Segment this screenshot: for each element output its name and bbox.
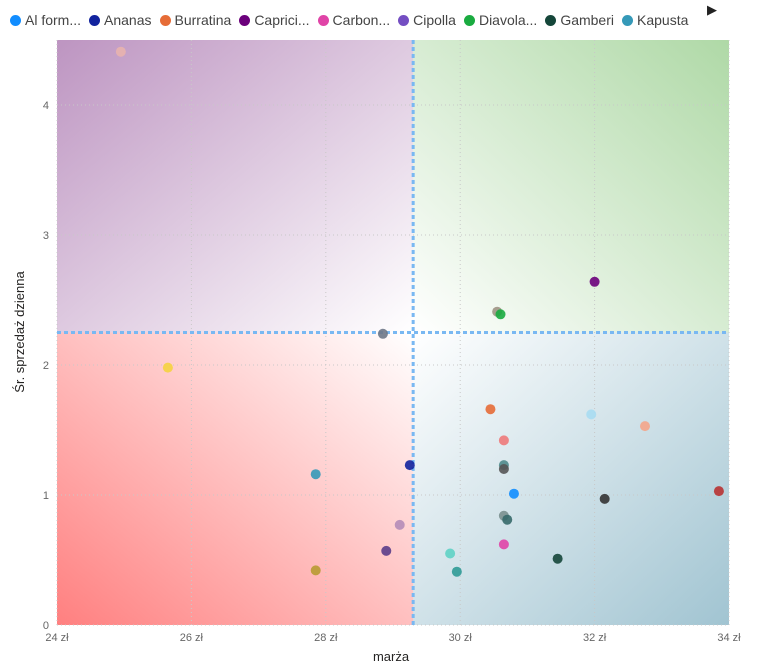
legend-item[interactable]: Al form... — [10, 12, 81, 28]
y-axis-ticks: 0 1 2 3 4 — [43, 100, 49, 632]
y-tick-label: 1 — [43, 490, 49, 502]
quadrant-backgrounds — [57, 40, 729, 625]
legend-marker — [317, 14, 329, 26]
legend-label: Gamberi — [560, 12, 614, 28]
legend-item[interactable]: Caprici... — [239, 12, 310, 28]
data-point[interactable] — [640, 421, 650, 432]
legend-label: Cipolla — [413, 12, 456, 28]
quadrant-top-right — [413, 40, 729, 333]
legend-label: Carbon... — [332, 12, 391, 28]
legend-marker — [239, 14, 251, 26]
data-point[interactable] — [451, 566, 462, 577]
data-point[interactable] — [445, 548, 456, 559]
data-point[interactable] — [502, 514, 513, 525]
legend-label: Kapusta — [637, 12, 689, 28]
quadrant-bottom-left — [57, 332, 414, 625]
legend-marker — [622, 14, 633, 26]
legend-marker — [10, 14, 21, 26]
y-axis-title: Śr. sprzedaż dzienna — [12, 271, 27, 393]
data-point[interactable] — [485, 404, 496, 415]
data-point[interactable] — [713, 486, 724, 497]
legend-item[interactable]: Carbon... — [317, 12, 391, 28]
data-point[interactable] — [310, 469, 321, 480]
legend-label: Caprici... — [254, 12, 310, 28]
quadrant-top-left — [57, 40, 414, 333]
x-tick-label: 32 zł — [583, 632, 607, 644]
legend-next-icon[interactable]: ▶ — [707, 2, 717, 17]
data-point[interactable] — [495, 309, 506, 320]
data-point[interactable] — [162, 362, 173, 373]
x-tick-label: 24 zł — [45, 632, 69, 644]
data-point[interactable] — [552, 553, 563, 564]
data-point[interactable] — [381, 545, 392, 556]
quadrant-bottom-right — [413, 332, 729, 625]
legend-label: Al form... — [25, 12, 82, 28]
legend-label: Ananas — [104, 12, 152, 28]
x-tick-label: 26 zł — [180, 632, 204, 644]
data-point[interactable] — [498, 464, 509, 474]
data-point[interactable] — [508, 488, 519, 499]
legend-item[interactable]: Diavola... — [463, 12, 538, 28]
data-point[interactable] — [498, 539, 509, 550]
legend-item[interactable]: Kapusta — [622, 12, 688, 28]
legend-marker — [159, 14, 171, 26]
data-point[interactable] — [377, 328, 388, 339]
legend-label: Diavola... — [478, 12, 538, 28]
y-tick-label: 2 — [43, 360, 49, 372]
data-point[interactable] — [498, 435, 509, 446]
legend-label: Burratina — [174, 12, 232, 28]
legend-marker — [545, 14, 557, 26]
chart-legend: Al form... Ananas Burratina Caprici... Carbo… — [10, 8, 750, 32]
legend-item[interactable]: Gamberi — [545, 12, 614, 28]
data-point[interactable] — [310, 565, 321, 576]
y-tick-label: 4 — [43, 100, 49, 112]
x-axis-title: marża — [373, 649, 410, 664]
x-tick-label: 28 zł — [314, 632, 338, 644]
x-axis-ticks: 24 zł 26 zł 28 zł 30 zł 32 zł 34 zł — [45, 632, 741, 644]
y-tick-label: 0 — [43, 620, 49, 632]
data-points — [115, 46, 724, 577]
reference-lines — [57, 40, 729, 625]
data-point[interactable] — [404, 460, 415, 471]
data-point[interactable] — [394, 519, 405, 530]
legend-marker — [89, 14, 101, 26]
legend-marker — [463, 14, 475, 26]
legend-marker — [398, 14, 410, 26]
data-point[interactable] — [589, 276, 600, 287]
legend-item[interactable]: Ananas — [89, 12, 152, 28]
data-point[interactable] — [586, 409, 597, 420]
y-tick-label: 3 — [43, 230, 49, 242]
x-tick-label: 30 zł — [449, 632, 473, 644]
legend-item[interactable]: Cipolla — [398, 12, 456, 28]
data-point[interactable] — [599, 493, 610, 504]
x-tick-label: 34 zł — [717, 632, 741, 644]
data-point[interactable] — [115, 46, 126, 57]
legend-item[interactable]: Burratina — [159, 12, 232, 28]
